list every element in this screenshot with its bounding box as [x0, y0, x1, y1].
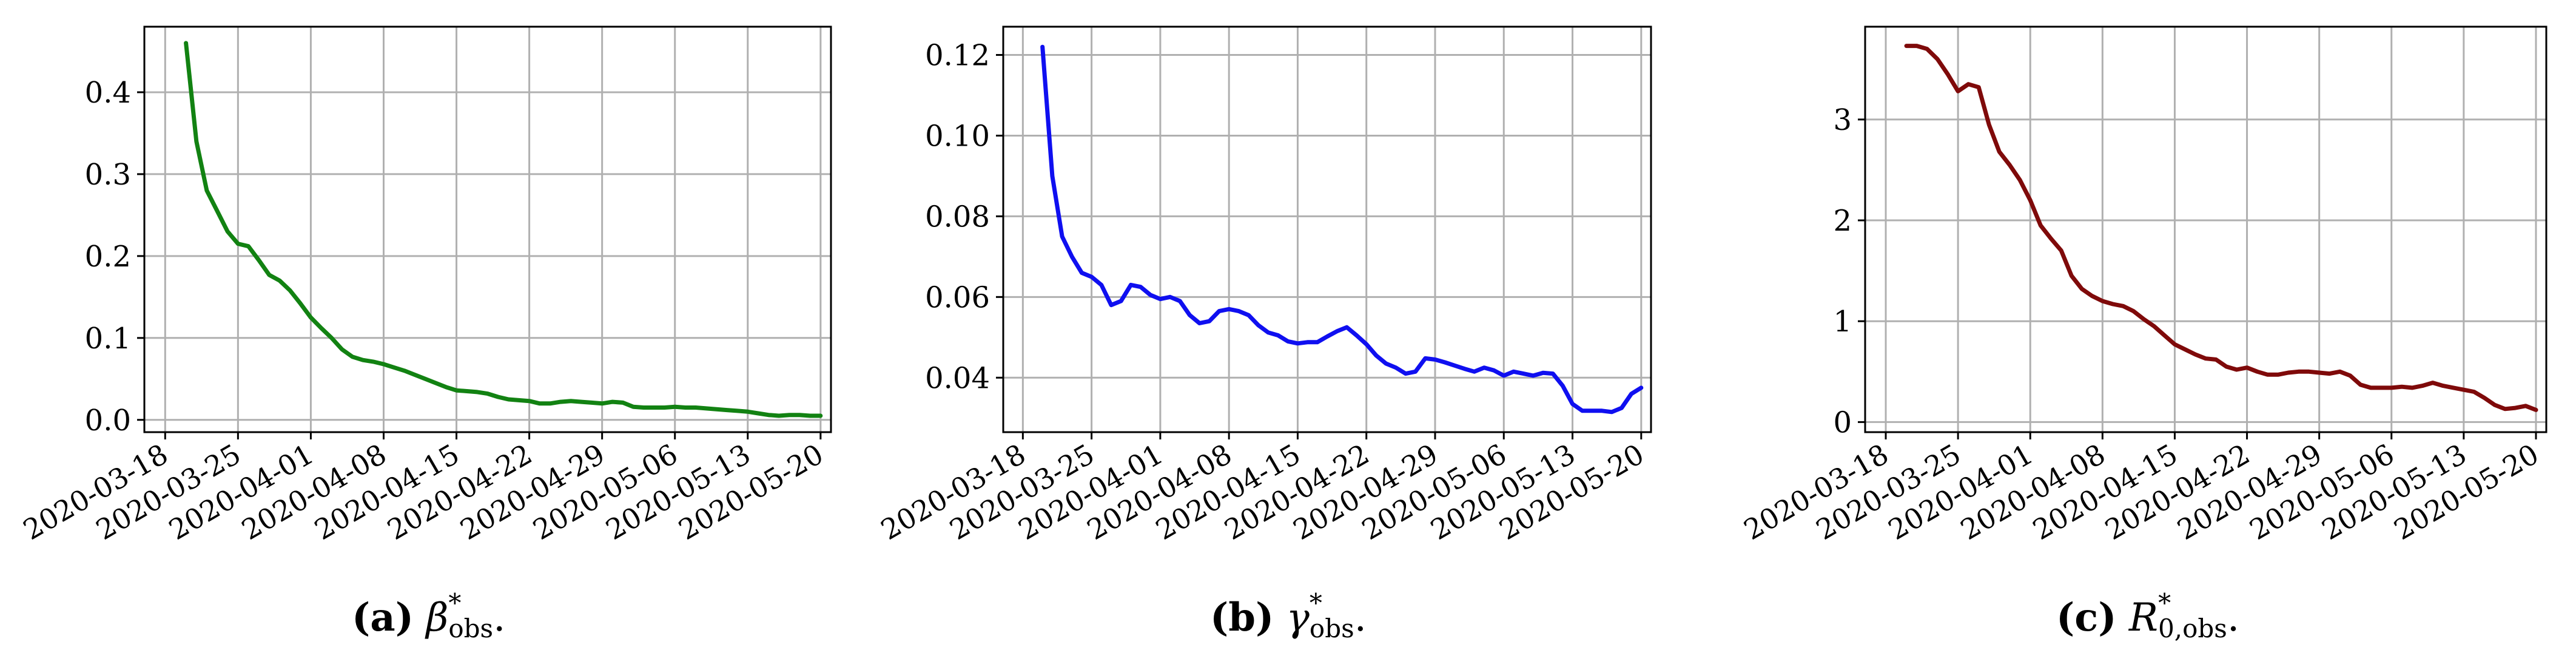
- caption-b: (b) γ * obs.: [1210, 590, 1367, 646]
- caption-b-sup: *: [1309, 588, 1322, 618]
- chart-a: 0.00.10.20.30.42020-03-182020-03-252020-…: [18, 25, 832, 546]
- chart-b-y-tick-label: 0.06: [925, 280, 990, 314]
- chart-c-y-tick-label: 2: [1833, 204, 1852, 238]
- caption-c-label: (c): [2056, 595, 2117, 640]
- chart-a-y-tick-label: 0.3: [85, 158, 131, 192]
- chart-b-y-tick-label: 0.04: [925, 361, 990, 395]
- caption-a-end: .: [493, 595, 506, 640]
- chart-b: 0.040.060.080.100.122020-03-182020-03-25…: [875, 25, 1652, 546]
- chart-b-y-tick-label: 0.10: [925, 119, 990, 153]
- caption-c-sub: 0,obs: [2158, 613, 2227, 643]
- chart-b-series-line: [1040, 44, 1644, 415]
- caption-a-symbol: β: [426, 595, 449, 640]
- chart-a-y-tick-label: 0.1: [85, 322, 131, 356]
- chart-a-frame: [143, 25, 832, 433]
- chart-b-frame: [1002, 25, 1652, 433]
- caption-a-sup: *: [448, 588, 462, 618]
- chart-c-y-tick-label: 3: [1833, 103, 1852, 137]
- chart-c-y-tick-label: 1: [1833, 305, 1852, 339]
- caption-a-sub: obs: [448, 613, 494, 643]
- chart-a-y-tick-label: 0.4: [85, 76, 131, 110]
- chart-a-series-line: [184, 41, 823, 418]
- caption-c-end: .: [2227, 595, 2240, 640]
- caption-c-sup: *: [2158, 588, 2171, 618]
- chart-c-series-line: [1904, 44, 2538, 412]
- caption-a-label: (a): [352, 595, 414, 640]
- chart-b-y-tick-label: 0.12: [925, 39, 990, 73]
- chart-c-frame: [1864, 25, 2547, 433]
- chart-a-y-tick-label: 0.0: [85, 404, 131, 438]
- caption-b-label: (b): [1210, 595, 1274, 640]
- chart-b-y-tick-label: 0.08: [925, 200, 990, 234]
- caption-b-end: .: [1354, 595, 1367, 640]
- caption-b-sub: obs: [1309, 613, 1354, 643]
- chart-c-y-tick-label: 0: [1833, 405, 1852, 439]
- caption-c-symbol: R: [2128, 595, 2159, 640]
- caption-b-symbol: γ: [1286, 595, 1310, 640]
- caption-c: (c) R * 0,obs.: [2056, 590, 2240, 646]
- chart-c: 01232020-03-182020-03-252020-04-012020-0…: [1738, 25, 2547, 546]
- chart-a-y-tick-label: 0.2: [85, 240, 131, 274]
- caption-a: (a) β * obs.: [352, 590, 506, 646]
